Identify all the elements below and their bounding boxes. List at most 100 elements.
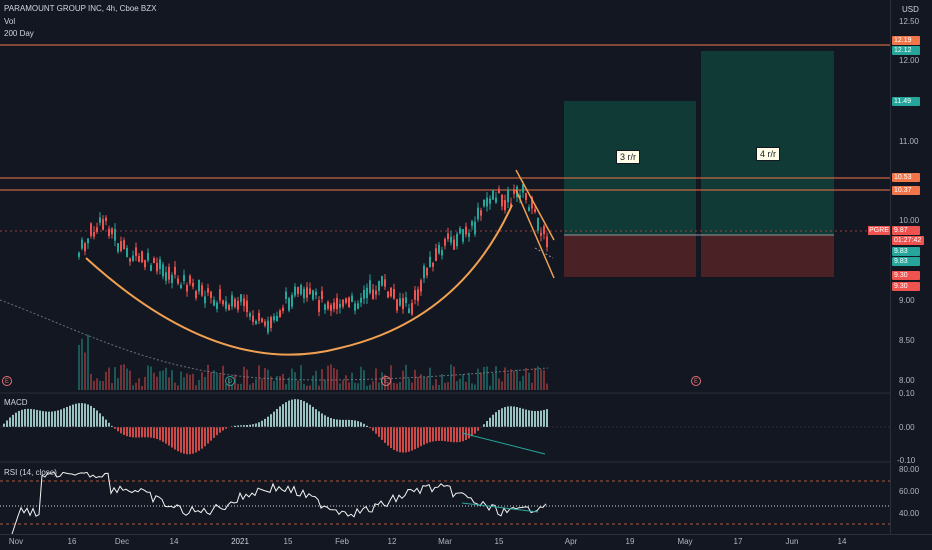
volume-bar xyxy=(174,382,176,390)
candle-body xyxy=(216,302,218,310)
volume-bar xyxy=(180,371,182,390)
candle-body xyxy=(324,304,326,310)
candle-body xyxy=(414,290,416,300)
macd-bar xyxy=(471,427,473,437)
macd-bar xyxy=(129,427,131,437)
macd-bar xyxy=(477,427,479,431)
macd-bar xyxy=(66,406,68,427)
candle-body xyxy=(114,228,116,241)
macd-bar xyxy=(180,427,182,453)
candle-body xyxy=(450,236,452,243)
candle-body xyxy=(261,318,263,323)
macd-bar xyxy=(153,427,155,439)
volume-bar xyxy=(201,372,203,390)
candle-body xyxy=(87,238,89,244)
volume-bar xyxy=(195,385,197,390)
macd-bar xyxy=(534,411,536,427)
macd-bar xyxy=(519,407,521,427)
macd-bar xyxy=(195,427,197,453)
volume-bar xyxy=(480,372,482,390)
price-tag: 12.19 xyxy=(892,36,920,45)
price-tag: 9.83 xyxy=(892,257,920,266)
candle-body xyxy=(465,226,467,235)
volume-bar xyxy=(396,383,398,390)
volume-bar xyxy=(417,376,419,390)
macd-bar xyxy=(6,420,8,427)
price-axis-label: 12.00 xyxy=(899,56,920,65)
rr-label-1[interactable]: 3 r/r xyxy=(616,150,641,164)
volume-bar xyxy=(483,366,485,390)
candle-body xyxy=(219,289,221,301)
volume-bar xyxy=(390,365,392,390)
rr-label-2[interactable]: 4 r/r xyxy=(756,147,781,161)
ma-200-line xyxy=(0,299,549,381)
volume-bar xyxy=(372,381,374,390)
volume-bar xyxy=(279,376,281,390)
macd-bar xyxy=(288,400,290,427)
volume-bar xyxy=(486,366,488,390)
macd-bar xyxy=(378,427,380,437)
macd-bar xyxy=(207,427,209,444)
candle-body xyxy=(285,291,287,299)
volume-legend[interactable]: Vol xyxy=(4,17,16,26)
ma-legend[interactable]: 200 Day xyxy=(4,29,34,38)
macd-bar xyxy=(144,427,146,438)
candle-body xyxy=(399,298,401,306)
volume-bar xyxy=(333,368,335,390)
symbol-title[interactable]: PARAMOUNT GROUP INC, 4h, Cboe BZX xyxy=(4,4,157,13)
macd-bar xyxy=(249,424,251,427)
candle-body xyxy=(474,221,476,235)
earnings-marker[interactable]: E xyxy=(381,376,391,386)
macd-bar xyxy=(171,427,173,448)
macd-bar xyxy=(516,407,518,427)
candle-body xyxy=(504,200,506,211)
macd-bar xyxy=(36,409,38,427)
macd-bar xyxy=(123,427,125,435)
macd-bar xyxy=(315,409,317,427)
volume-bar xyxy=(108,367,110,390)
volume-bar xyxy=(501,381,503,390)
macd-bar xyxy=(204,427,206,447)
candle-body xyxy=(78,252,80,257)
candle-body xyxy=(435,248,437,261)
candle-body xyxy=(201,285,203,296)
dividend-marker[interactable]: D xyxy=(225,376,235,386)
candle-body xyxy=(528,207,530,211)
candle-body xyxy=(456,234,458,247)
macd-bar xyxy=(162,427,164,442)
volume-bar xyxy=(138,378,140,390)
macd-legend[interactable]: MACD xyxy=(4,398,28,407)
earnings-marker[interactable]: E xyxy=(2,376,12,386)
macd-bar xyxy=(219,427,221,433)
macd-bar xyxy=(507,406,509,427)
macd-bar xyxy=(363,423,365,427)
macd-bar xyxy=(24,409,26,427)
volume-bar xyxy=(300,365,302,390)
volume-bar xyxy=(315,370,317,390)
candle-body xyxy=(315,291,317,296)
candle-body xyxy=(246,300,248,313)
candle-body xyxy=(444,238,446,246)
macd-bar xyxy=(525,409,527,427)
macd-bar xyxy=(57,410,59,427)
volume-bar xyxy=(258,365,260,390)
volume-bar xyxy=(399,381,401,390)
macd-bar xyxy=(192,427,194,454)
candle-body xyxy=(348,297,350,308)
volume-bar xyxy=(339,383,341,390)
candle-body xyxy=(522,184,524,193)
volume-bar xyxy=(441,374,443,390)
volume-bar xyxy=(537,366,539,390)
candle-body xyxy=(375,290,377,295)
volume-bar xyxy=(111,383,113,390)
macd-bar xyxy=(15,412,17,427)
macd-bar xyxy=(375,427,377,434)
candle-body xyxy=(309,288,311,295)
chart-canvas[interactable] xyxy=(0,0,890,550)
rsi-legend[interactable]: RSI (14, close) xyxy=(4,468,57,477)
macd-bar xyxy=(528,410,530,427)
candle-body xyxy=(213,299,215,306)
earnings-marker[interactable]: E xyxy=(691,376,701,386)
volume-bar xyxy=(171,370,173,390)
macd-bar xyxy=(72,404,74,427)
